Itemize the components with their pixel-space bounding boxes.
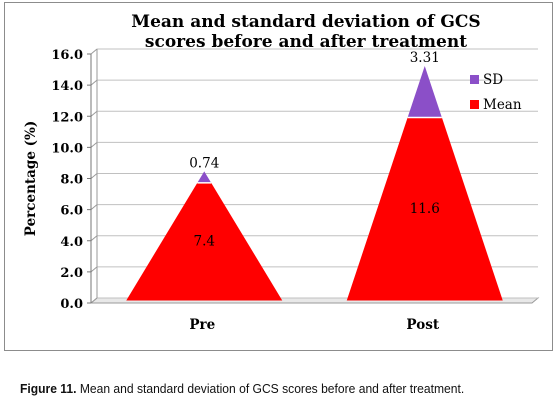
y-tick-label: 14.0 — [51, 79, 83, 94]
gridline-depth-8.0 — [90, 173, 98, 179]
gridline-depth-14.0 — [90, 79, 98, 86]
caption-label: Figure 11. — [20, 381, 77, 396]
chart-svg: Mean and standard deviation of GCSscores… — [23, 12, 540, 333]
legend-label-sd: SD — [483, 72, 503, 88]
mean-data-label-pre: 7.4 — [194, 234, 215, 250]
sd-data-label-pre: 0.74 — [189, 155, 219, 171]
x-category-label-post: Post — [406, 317, 439, 333]
caption-text: Mean and standard deviation of GCS score… — [76, 381, 465, 396]
gridline-depth-16.0 — [90, 48, 98, 55]
y-tick-label: 16.0 — [51, 48, 83, 63]
legend-swatch-mean — [470, 100, 479, 109]
legend-label-mean: Mean — [483, 97, 522, 113]
y-tick-label: 6.0 — [60, 204, 83, 219]
y-tick-label: 10.0 — [51, 141, 83, 156]
figure-caption: Figure 11. Mean and standard deviation o… — [20, 381, 513, 396]
chart-title-line-1: Mean and standard deviation of GCS — [131, 12, 480, 32]
gridline-depth-4.0 — [90, 235, 98, 242]
y-tick-label: 2.0 — [60, 266, 83, 281]
chart-title-line-2: scores before and after treatment — [145, 32, 467, 52]
gridline-depth-6.0 — [90, 204, 98, 211]
sd-area-pre — [197, 171, 212, 183]
mean-data-label-post: 11.6 — [410, 201, 440, 217]
gridline-depth-10.0 — [90, 141, 98, 148]
x-category-label-pre: Pre — [189, 317, 215, 333]
sd-area-post — [407, 65, 442, 118]
chart-frame: Mean and standard deviation of GCS scores… — [4, 2, 553, 351]
mean-area-post — [346, 117, 503, 301]
legend-swatch-sd — [470, 75, 479, 84]
sd-data-label-post: 3.31 — [410, 50, 440, 66]
mean-area-pre — [126, 182, 283, 301]
y-tick-label: 8.0 — [60, 173, 83, 188]
y-tick-label: 4.0 — [60, 235, 83, 250]
y-tick-label: 0.0 — [60, 297, 83, 312]
y-tick-label: 12.0 — [51, 110, 83, 125]
gridline-depth-12.0 — [90, 110, 98, 117]
y-axis-label: Percentage (%) — [23, 121, 39, 236]
gridline-depth-2.0 — [90, 266, 98, 273]
gridline-depth-0.0 — [90, 297, 98, 304]
